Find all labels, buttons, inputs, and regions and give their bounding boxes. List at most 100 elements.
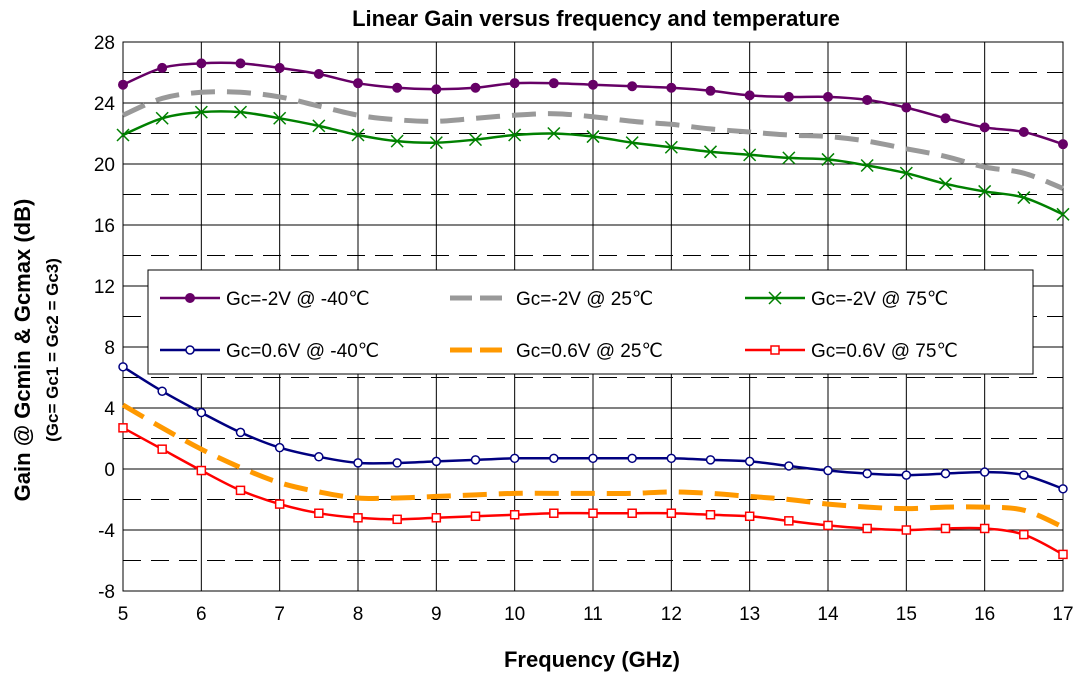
series-1-point	[196, 58, 207, 69]
series-6-point	[627, 508, 637, 518]
series-4-point	[940, 468, 951, 479]
x-tick-label: 9	[431, 604, 442, 625]
series-1-point	[783, 91, 794, 102]
series-3-point-stroke	[233, 105, 248, 119]
y-tick-label: 0	[104, 460, 115, 481]
series-4-point	[784, 461, 794, 471]
series-2-line	[121, 89, 1064, 191]
series-6-point	[353, 513, 363, 523]
series-6-point	[274, 499, 285, 509]
series-4-point	[118, 362, 128, 372]
series-6-point	[431, 513, 442, 523]
series-1-point	[157, 62, 168, 73]
series-3-point-stroke	[1017, 191, 1031, 205]
y-tick-label: -4	[98, 521, 115, 542]
legend-label: Gc=0.6V @ -40℃	[226, 341, 379, 362]
series-6-point	[940, 523, 951, 534]
series-3-point-stroke	[860, 158, 874, 173]
legend-swatch-marker	[770, 345, 780, 355]
series-1-point	[744, 90, 755, 101]
series-3-point-stroke	[821, 152, 835, 166]
series-3-point-stroke	[429, 136, 443, 150]
y-tick-label: 28	[94, 33, 115, 54]
series-4-point	[862, 468, 872, 479]
y-tick-label: 24	[94, 94, 116, 115]
x-tick-label: 11	[583, 604, 603, 625]
series-1-point	[313, 69, 324, 80]
series-3-point	[703, 145, 718, 159]
series-6-point	[744, 511, 755, 522]
x-tick-label: 13	[739, 604, 760, 625]
x-tick-label: 15	[896, 604, 917, 625]
chart-title: Linear Gain versus frequency and tempera…	[352, 6, 840, 31]
legend-item-1: Gc=-2V @ -40℃	[160, 289, 370, 310]
y-axis-title: Gain @ Gcmin & Gcmax (dB)	[10, 199, 35, 502]
series-3-point-stroke	[351, 128, 365, 142]
legend-item-6: Gc=0.6V @ 75℃	[745, 341, 958, 362]
series-4-point	[705, 455, 716, 465]
series-3-point	[312, 119, 326, 133]
series-3-point	[116, 128, 130, 142]
legend-item-5: Gc=0.6V @ 25℃	[450, 341, 663, 362]
series-6-point	[666, 508, 677, 518]
series-layer	[116, 58, 1070, 560]
x-tick-label: 16	[974, 604, 995, 625]
legend-label: Gc=-2V @ 75℃	[811, 289, 948, 310]
series-4-point	[392, 458, 402, 468]
series-5-line	[121, 402, 1065, 530]
tick-label-layer: 5 6 7 8 9 10 11 12 13 14 15 16 17 -8 -4 0 4 8 12 16 20 24 28	[94, 33, 1074, 625]
legend-item-4: Gc=0.6V @ -40℃	[160, 341, 379, 362]
series-3-point-stroke	[938, 177, 953, 191]
y-tick-label: 4	[104, 399, 115, 420]
series-6-point	[705, 510, 716, 520]
x-tick-label: 14	[817, 604, 839, 625]
series-3-point	[547, 126, 561, 141]
legend-box	[147, 269, 1034, 375]
y-tick-label: 12	[94, 277, 115, 298]
series-4-point	[235, 427, 246, 438]
series-3-point	[743, 148, 757, 162]
series-3-point-stroke	[899, 166, 913, 180]
series-3-point	[390, 134, 404, 148]
series-1-point	[823, 91, 833, 102]
series-3-point-stroke	[155, 111, 169, 125]
series-6-point	[979, 523, 990, 534]
y-tick-label: -8	[98, 582, 115, 603]
series-6	[118, 423, 1068, 560]
series-6-point	[235, 485, 246, 496]
series-1-point	[588, 79, 598, 90]
series-6-point	[118, 423, 128, 433]
series-6-point	[314, 508, 324, 518]
series-3-point	[429, 136, 443, 150]
series-6-point	[784, 516, 794, 526]
series-3-point-stroke	[625, 136, 639, 150]
series-3-point	[194, 105, 208, 119]
series-3-point-stroke	[312, 119, 326, 133]
series-3-point	[821, 152, 835, 166]
series-4-point	[509, 453, 520, 464]
series-3-point	[1056, 207, 1070, 221]
series-1-point	[940, 113, 951, 124]
series-3-point	[468, 133, 483, 147]
y-tick-label: 20	[94, 155, 115, 176]
series-1-point	[392, 82, 403, 93]
series-3-point-stroke	[468, 133, 483, 147]
series-1-point	[666, 82, 677, 93]
series-3-point	[1017, 191, 1031, 205]
series-4-point	[666, 453, 677, 464]
x-tick-label: 17	[1052, 604, 1073, 625]
legend-swatch-marker	[185, 293, 195, 303]
series-6-point	[1019, 529, 1029, 540]
series-1-point	[901, 102, 912, 113]
series-4-point	[901, 470, 912, 480]
series-6-point	[588, 508, 598, 518]
series-1-point	[862, 94, 873, 105]
series-6-point	[196, 465, 207, 476]
series-6-point	[901, 525, 912, 535]
series-6-point	[1058, 549, 1068, 560]
x-tick-label: 10	[504, 604, 525, 625]
series-4-point	[979, 467, 990, 477]
legend-item-2: Gc=-2V @ 25℃	[450, 289, 653, 310]
